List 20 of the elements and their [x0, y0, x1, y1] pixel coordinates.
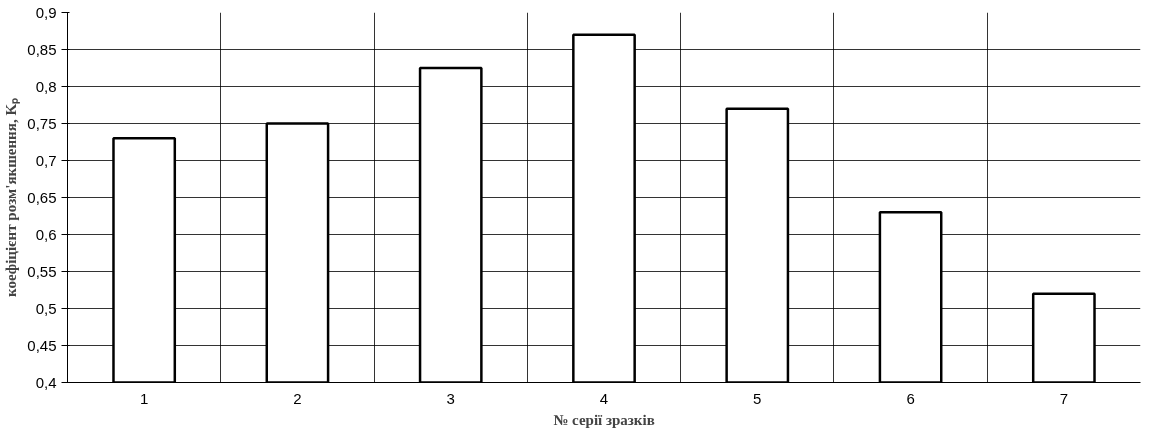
y-tick-label: 0,65: [27, 188, 57, 206]
x-tick-label: 6: [906, 389, 915, 407]
x-tick-label: 3: [446, 389, 455, 407]
x-tick-label: 4: [599, 389, 609, 407]
y-tick-label: 0,75: [27, 114, 57, 132]
x-tick-label: 1: [139, 389, 149, 407]
y-tick-label: 0,8: [35, 77, 57, 95]
y-tick-label: 0,55: [27, 262, 57, 280]
x-tick-label: 2: [293, 389, 302, 407]
y-tick-label: 0,7: [35, 151, 57, 169]
y-axis-title: коефіцієнт розм'якшення, Kₚ: [3, 97, 21, 298]
y-tick-label: 0,45: [27, 336, 57, 354]
x-axis-title: № серії зразків: [553, 411, 655, 428]
y-tick-label: 0,5: [35, 299, 57, 317]
y-tick-label: 0,85: [27, 40, 57, 58]
x-tick-label: 5: [753, 389, 762, 407]
y-tick-label: 0,6: [35, 225, 57, 243]
y-tick-label: 0,4: [35, 373, 57, 391]
x-tick-label: 7: [1059, 389, 1069, 407]
y-tick-label: 0,9: [35, 3, 57, 21]
